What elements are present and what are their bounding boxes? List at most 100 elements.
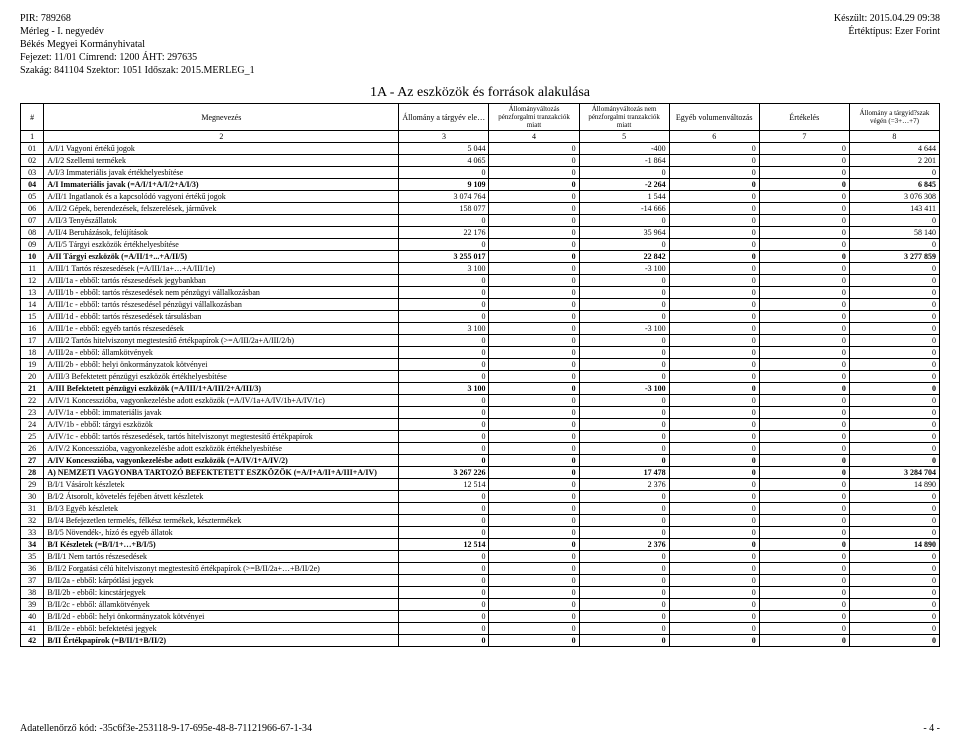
table-row: 29B/I/1 Vásárolt készletek12 51402 37600… [21,479,940,491]
row-val: 0 [669,443,759,455]
row-desc: A/II/4 Beruházások, felújítások [44,227,399,239]
row-val: 0 [489,419,579,431]
row-val: 0 [399,623,489,635]
row-val: 9 109 [399,179,489,191]
row-id: 24 [21,419,44,431]
row-val: 0 [579,563,669,575]
row-val: 0 [759,455,849,467]
row-val: 14 890 [849,479,939,491]
footer-left: Adatellenőrző kód: -35c6f3e-253118-9-17-… [20,723,312,734]
row-desc: A/IV/2 Koncesszióba, vagyonkezelésbe ado… [44,443,399,455]
header-left: PIR: 789268 Mérleg - I. negyedév Békés M… [20,12,255,77]
row-val: 0 [399,287,489,299]
row-val: 0 [579,167,669,179]
table-row: 17A/III/2 Tartós hitelviszonyt megtestes… [21,335,940,347]
row-val: 0 [669,599,759,611]
row-val: 0 [399,515,489,527]
table-row: 24A/IV/1b - ebből: tárgyi eszközök000000 [21,419,940,431]
table-row: 02A/I/2 Szellemi termékek4 0650-1 864002… [21,155,940,167]
row-val: 0 [849,215,939,227]
keszult-line: Készült: 2015.04.29 09:38 [834,12,940,25]
hn4: 4 [489,131,579,143]
row-val: 0 [669,479,759,491]
row-val: 3 255 017 [399,251,489,263]
row-desc: A/III/1d - ebből: tartós részesedések tá… [44,311,399,323]
row-val: 0 [669,551,759,563]
table-body: 01A/I/1 Vagyoni értékű jogok5 0440-40000… [21,143,940,647]
row-val: 0 [489,275,579,287]
row-val: 0 [759,371,849,383]
row-val: 0 [669,611,759,623]
row-val: 0 [489,191,579,203]
row-desc: A/IV/1c - ebből: tartós részesedések, ta… [44,431,399,443]
row-val: 0 [399,167,489,179]
table-row: 30B/I/2 Átsorolt, követelés fejében átve… [21,491,940,503]
row-val: 12 514 [399,479,489,491]
row-val: 0 [669,155,759,167]
row-val: 0 [399,407,489,419]
row-val: 0 [849,503,939,515]
row-val: 0 [759,383,849,395]
row-desc: A/III Befektetett pénzügyi eszközök (=A/… [44,383,399,395]
row-val: 0 [849,335,939,347]
row-val: 0 [759,635,849,647]
row-val: 0 [489,479,579,491]
table-header-numrow: 1 2 3 4 5 6 7 8 [21,131,940,143]
hn8: 8 [849,131,939,143]
row-id: 40 [21,611,44,623]
row-val: 22 842 [579,251,669,263]
row-val: 0 [669,383,759,395]
row-val: 0 [759,395,849,407]
row-desc: A) NEMZETI VAGYONBA TARTOZÓ BEFEKTETETT … [44,467,399,479]
row-id: 38 [21,587,44,599]
row-id: 15 [21,311,44,323]
row-id: 07 [21,215,44,227]
row-val: 0 [489,287,579,299]
row-val: 0 [759,551,849,563]
row-desc: B/I/2 Átsorolt, követelés fejében átvett… [44,491,399,503]
row-id: 39 [21,599,44,611]
row-val: 58 140 [849,227,939,239]
row-val: 0 [579,299,669,311]
row-val: 0 [579,575,669,587]
table-row: 05A/II/1 Ingatlanok és a kapcsolódó vagy… [21,191,940,203]
row-val: 6 845 [849,179,939,191]
row-val: 0 [399,611,489,623]
row-val: 0 [669,503,759,515]
row-val: 0 [579,599,669,611]
row-val: 0 [759,527,849,539]
row-val: 0 [669,335,759,347]
row-id: 14 [21,299,44,311]
row-id: 18 [21,347,44,359]
row-val: 0 [759,263,849,275]
row-val: 0 [849,347,939,359]
row-id: 11 [21,263,44,275]
row-desc: B/II/2c - ebből: államkötvények [44,599,399,611]
table-row: 14A/III/1c - ebből: tartós részesedésel … [21,299,940,311]
row-val: 3 100 [399,263,489,275]
table-row: 41B/II/2e - ebből: befektetési jegyek000… [21,623,940,635]
row-desc: A/IV/1a - ebből: immateriális javak [44,407,399,419]
table-row: 03A/I/3 Immateriális javak értékhelyesbí… [21,167,940,179]
row-val: 0 [669,191,759,203]
row-val: 0 [399,395,489,407]
row-val: 0 [849,431,939,443]
row-val: 0 [849,263,939,275]
table-row: 15A/III/1d - ebből: tartós részesedések … [21,311,940,323]
row-val: 0 [489,455,579,467]
row-desc: A/III/2b - ebből: helyi önkormányzatok k… [44,359,399,371]
row-val: 158 077 [399,203,489,215]
row-val: 0 [579,347,669,359]
row-desc: A/II/1 Ingatlanok és a kapcsolódó vagyon… [44,191,399,203]
row-val: 0 [669,227,759,239]
row-val: 0 [669,359,759,371]
row-val: 0 [669,587,759,599]
row-val: 0 [759,419,849,431]
row-desc: A/II/5 Tárgyi eszközök értékhelyesbítése [44,239,399,251]
table-row: 40B/II/2d - ebből: helyi önkormányzatok … [21,611,940,623]
row-id: 05 [21,191,44,203]
row-val: 0 [759,299,849,311]
row-val: -14 666 [579,203,669,215]
row-val: 0 [399,599,489,611]
row-id: 12 [21,275,44,287]
